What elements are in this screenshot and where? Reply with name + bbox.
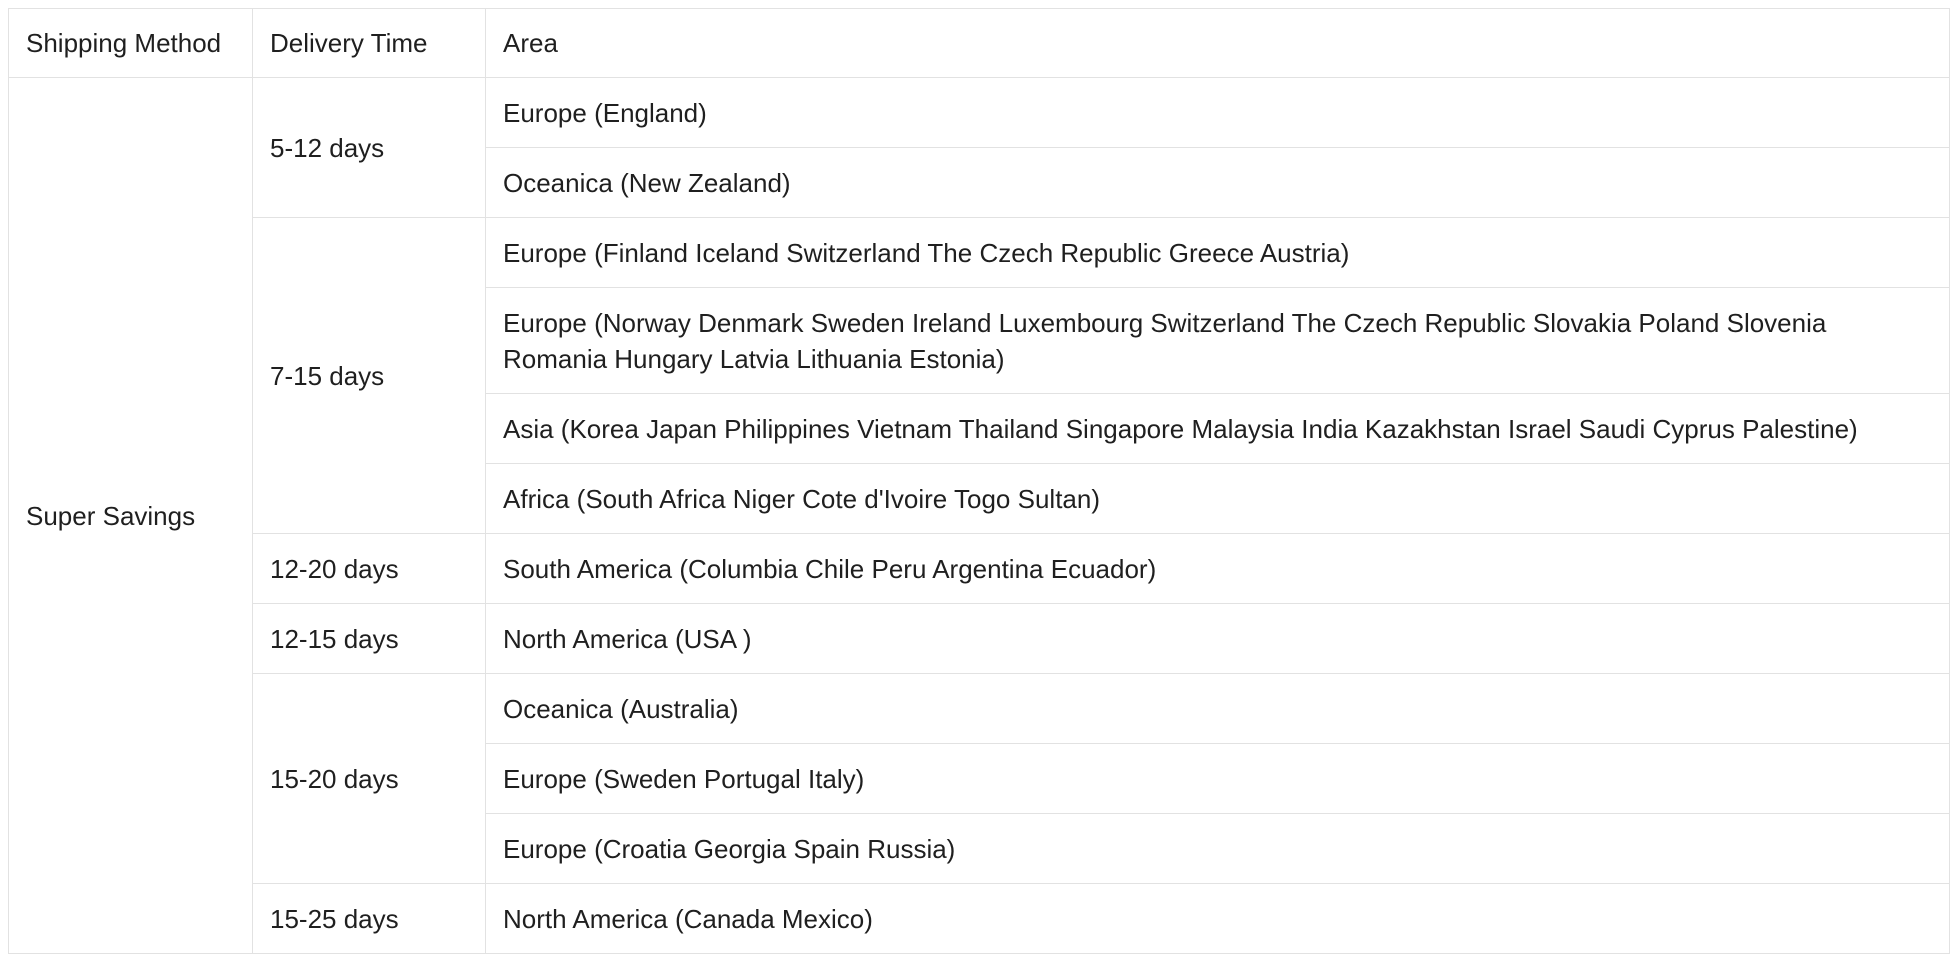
delivery-time-cell: 5-12 days bbox=[252, 77, 486, 218]
shipping-table-container: Shipping Method Delivery Time Area Super… bbox=[8, 8, 1950, 954]
area-cell: Oceanica (New Zealand) bbox=[485, 147, 1950, 218]
delivery-time-cell: 12-20 days bbox=[252, 533, 486, 604]
table-row: Europe (Norway Denmark Sweden Ireland Lu… bbox=[9, 287, 1950, 394]
area-cell: Europe (Norway Denmark Sweden Ireland Lu… bbox=[485, 287, 1950, 394]
table-row: 12-20 days South America (Columbia Chile… bbox=[9, 533, 1950, 604]
table-row: Europe (Sweden Portugal Italy) bbox=[9, 743, 1950, 814]
header-delivery-time: Delivery Time bbox=[252, 8, 486, 78]
table-row: 7-15 days Europe (Finland Iceland Switze… bbox=[9, 217, 1950, 534]
area-cell: Asia (Korea Japan Philippines Vietnam Th… bbox=[485, 393, 1950, 464]
area-cell: North America (Canada Mexico) bbox=[485, 883, 1950, 954]
area-cell: Europe (Finland Iceland Switzerland The … bbox=[485, 217, 1950, 288]
area-cell: Europe (England) bbox=[485, 77, 1950, 148]
table-row: 15-20 days Oceanica (Australia) bbox=[9, 673, 1950, 884]
delivery-time-cell: 7-15 days bbox=[252, 217, 486, 534]
shipping-table: Shipping Method Delivery Time Area Super… bbox=[8, 8, 1950, 954]
area-cell: Europe (Sweden Portugal Italy) bbox=[485, 743, 1950, 814]
table-row: 12-15 days North America (USA ) bbox=[9, 603, 1950, 674]
table-row: Europe (Croatia Georgia Spain Russia) bbox=[9, 813, 1950, 884]
header-shipping-method: Shipping Method bbox=[8, 8, 253, 78]
table-row: 15-25 days North America (Canada Mexico) bbox=[9, 883, 1950, 954]
table-row: Oceanica (New Zealand) bbox=[9, 147, 1950, 218]
delivery-time-cell: 15-25 days bbox=[252, 883, 486, 954]
header-area: Area bbox=[485, 8, 1950, 78]
area-cell: Oceanica (Australia) bbox=[485, 673, 1950, 744]
shipping-method-cell: Super Savings bbox=[8, 77, 253, 954]
table-row: Asia (Korea Japan Philippines Vietnam Th… bbox=[9, 393, 1950, 464]
area-cell: Africa (South Africa Niger Cote d'Ivoire… bbox=[485, 463, 1950, 534]
table-row: Super Savings 5-12 days Europe (England) bbox=[8, 77, 1950, 954]
table-header-row: Shipping Method Delivery Time Area bbox=[8, 8, 1950, 78]
area-cell: North America (USA ) bbox=[485, 603, 1950, 674]
area-cell: Europe (Croatia Georgia Spain Russia) bbox=[485, 813, 1950, 884]
area-cell: South America (Columbia Chile Peru Argen… bbox=[485, 533, 1950, 604]
table-row: Africa (South Africa Niger Cote d'Ivoire… bbox=[9, 463, 1950, 534]
delivery-time-cell: 12-15 days bbox=[252, 603, 486, 674]
delivery-time-cell: 15-20 days bbox=[252, 673, 486, 884]
